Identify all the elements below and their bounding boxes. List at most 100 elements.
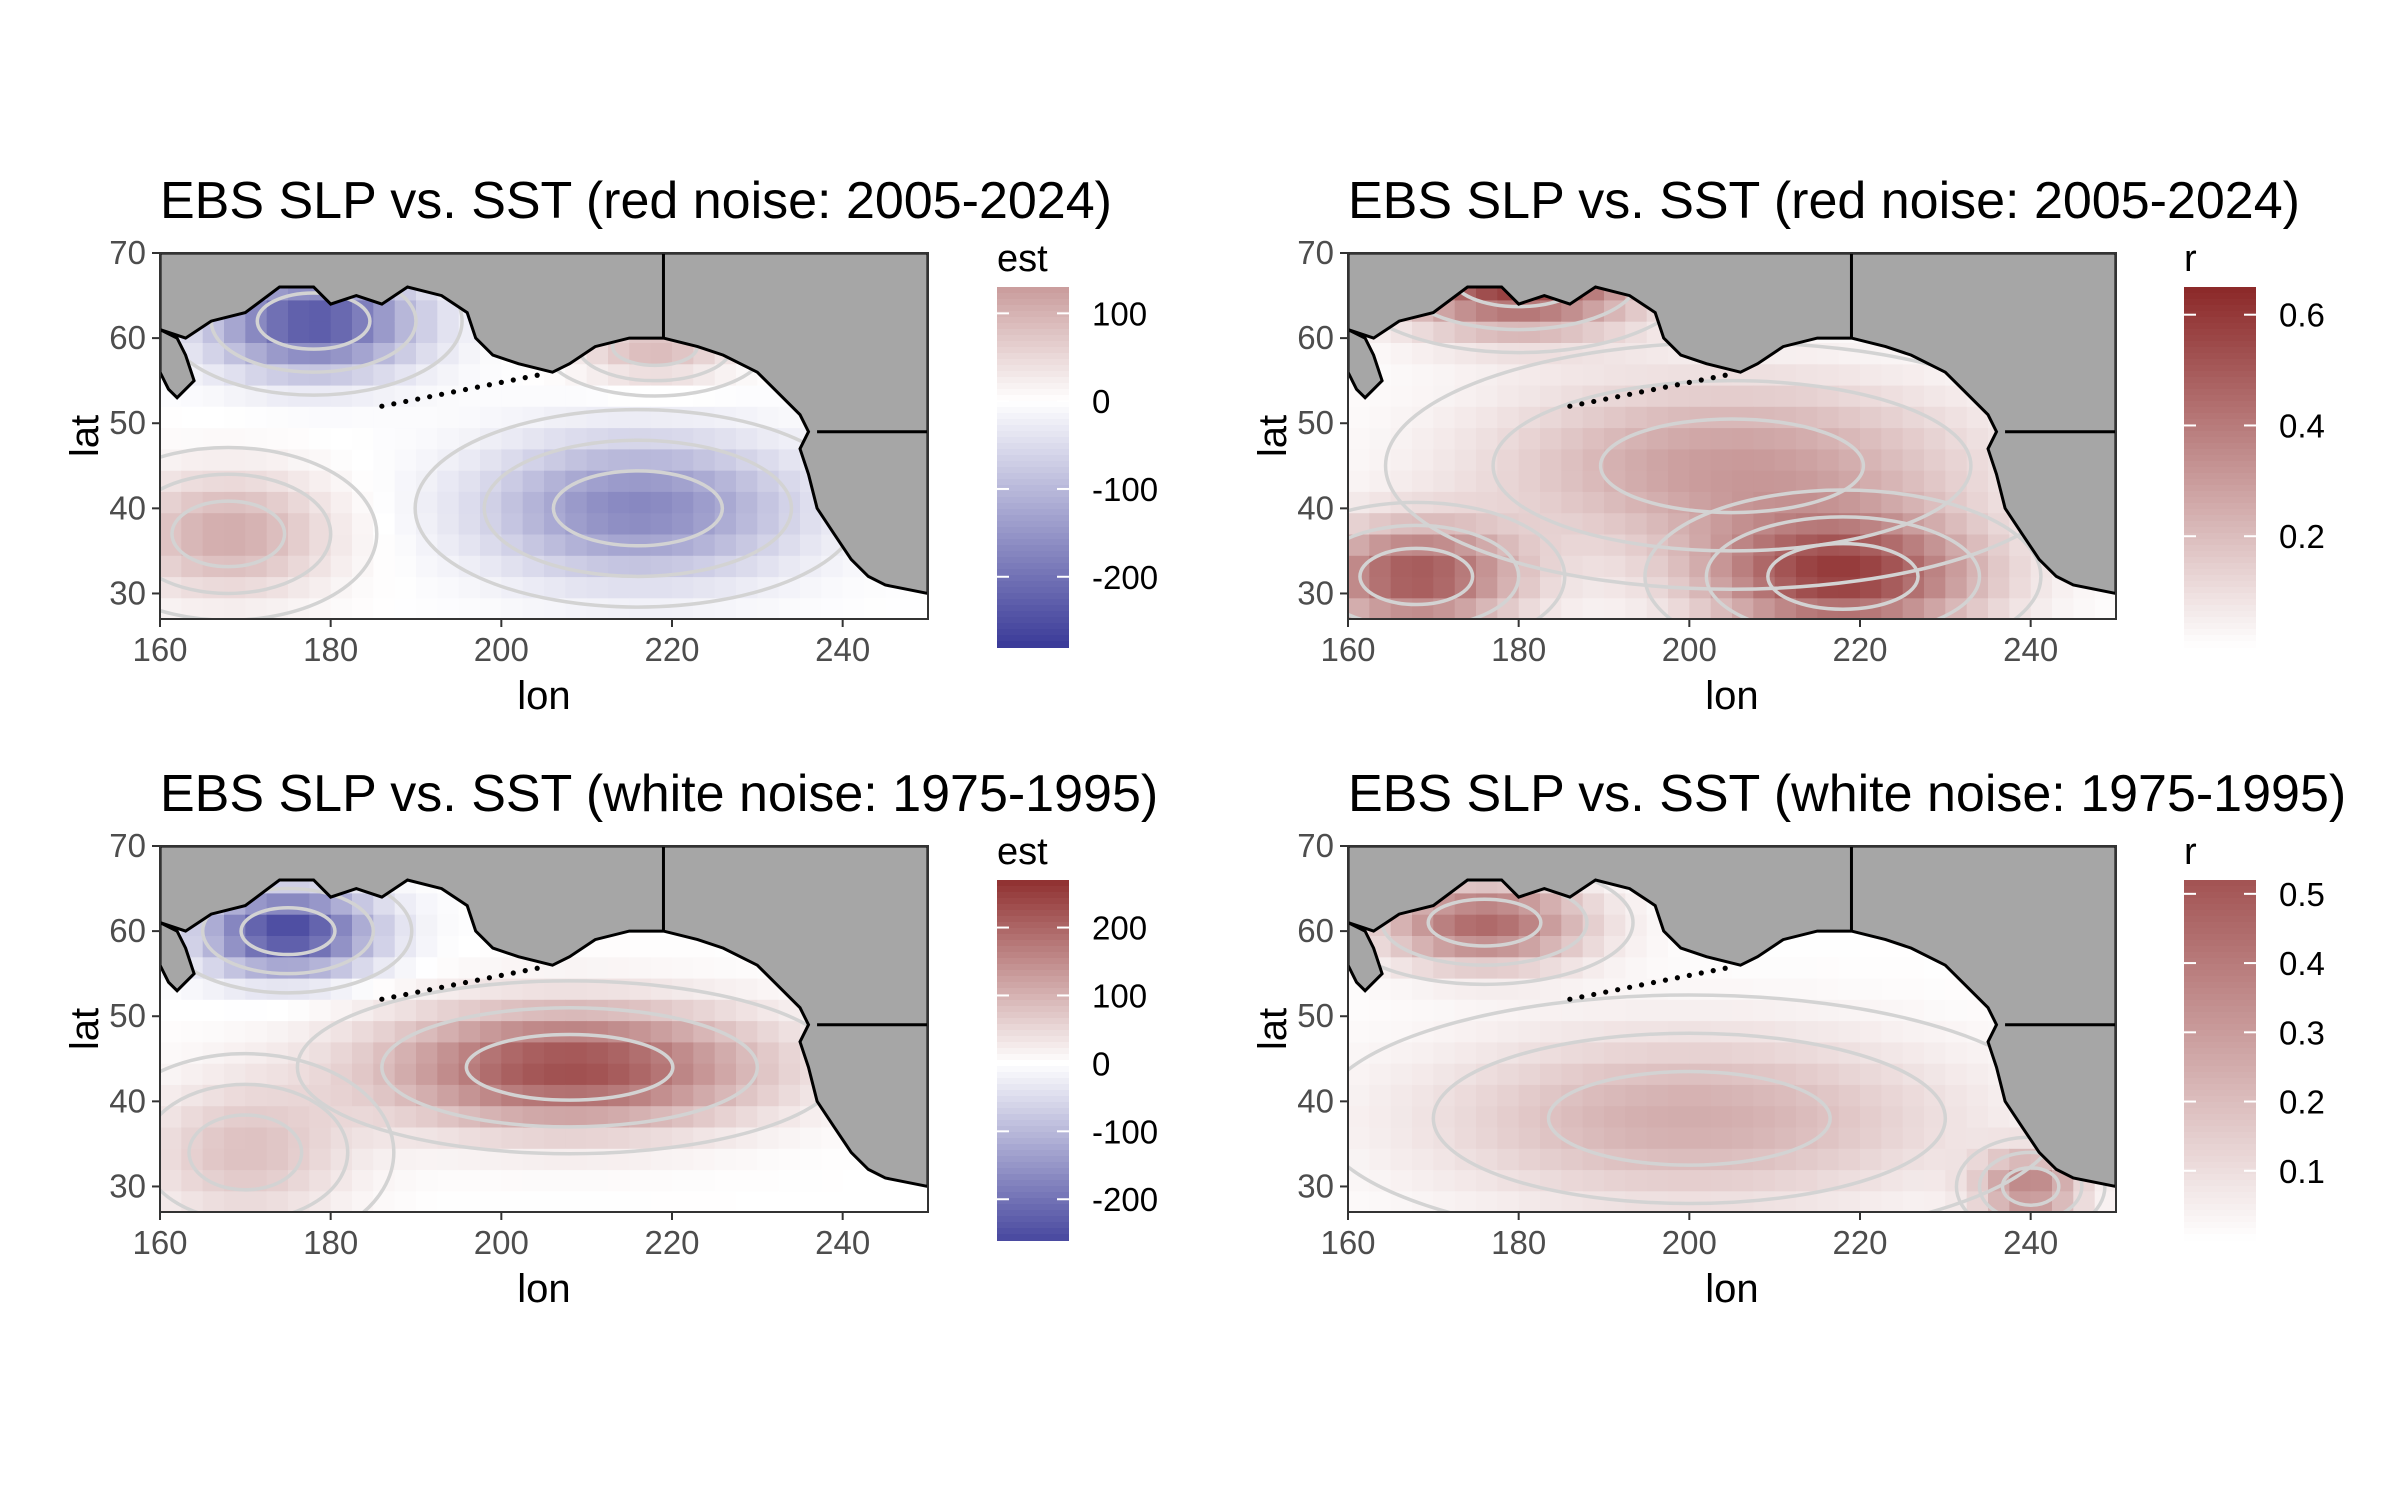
heatmap-cell [629, 363, 652, 386]
heatmap-cell [1390, 1190, 1413, 1212]
legend-color-step [2184, 359, 2256, 366]
heatmap-cell [1518, 1126, 1541, 1149]
heatmap-cell [1476, 1126, 1498, 1149]
heatmap-cell [1518, 470, 1541, 492]
heatmap-cell [1689, 427, 1712, 450]
heatmap-cell [1774, 1126, 1797, 1149]
heatmap-cell [778, 470, 801, 492]
heatmap-cell [778, 448, 801, 471]
heatmap-cell [586, 1084, 609, 1107]
heatmap-cell [480, 1148, 502, 1171]
heatmap-cell [394, 1190, 417, 1212]
heatmap-cell [1518, 576, 1541, 599]
heatmap-cell [800, 1190, 822, 1212]
heatmap-cell [1390, 555, 1413, 578]
heatmap-cell [1796, 1041, 1818, 1064]
heatmap-cell [181, 448, 204, 471]
heatmap-cell [288, 892, 310, 915]
heatmap-cell [1497, 384, 1520, 407]
legend-color-step [997, 335, 1069, 342]
heatmap-cell [330, 1041, 353, 1064]
heatmap-cell [1924, 1041, 1946, 1064]
legend-label: 0.4 [2279, 407, 2325, 444]
heatmap-cell [1412, 384, 1434, 407]
y-tick-label: 50 [109, 404, 146, 441]
heatmap-cell [1390, 977, 1413, 1000]
heatmap-cell [1582, 1126, 1605, 1149]
heatmap-cell [416, 406, 438, 429]
y-tick-label: 50 [1297, 997, 1334, 1034]
heatmap-cell [1412, 1148, 1434, 1171]
heatmap-cell [394, 1105, 417, 1128]
legend-color-step [2184, 335, 2256, 342]
heatmap-cell [522, 533, 545, 556]
heatmap-cell [1924, 1148, 1946, 1171]
heatmap-cell [1412, 999, 1434, 1022]
legend-color-step [2184, 1234, 2256, 1241]
contour-line [1358, 546, 1475, 607]
heatmap-cell [437, 470, 460, 492]
legend-color-step [2184, 377, 2256, 384]
y-tick-label: 30 [109, 574, 146, 611]
legend-color-step [997, 599, 1069, 606]
heatmap-cell [458, 1126, 481, 1149]
heatmap-cell [1497, 406, 1520, 429]
heatmap-cell [650, 491, 673, 514]
legend-color-step [997, 916, 1069, 923]
heatmap-cell [1838, 491, 1861, 514]
heatmap-cell [1390, 576, 1413, 599]
heatmap-cell [352, 956, 374, 979]
heatmap-cell [1881, 1041, 1904, 1064]
heatmap-cell [1774, 1105, 1797, 1128]
heatmap-cell [309, 914, 332, 936]
legend-color-step [997, 1204, 1069, 1211]
legend-color-step [997, 383, 1069, 390]
heatmap-cell [1369, 977, 1392, 1000]
heatmap-cell [1817, 1169, 1840, 1192]
contour-line [1766, 541, 1920, 611]
island-dot [450, 389, 457, 395]
legend-color-step [2184, 1024, 2256, 1031]
legend-color-step [2184, 976, 2256, 983]
heatmap-cell [1582, 935, 1605, 958]
heatmap-cell [821, 1190, 844, 1212]
heatmap-cell [1881, 470, 1904, 492]
heatmap-cell [309, 427, 332, 450]
heatmap-cell [202, 956, 225, 979]
heatmap-cell [1774, 384, 1797, 407]
heatmap-cell [1817, 956, 1840, 979]
heatmap-cell [309, 470, 332, 492]
x-axis-title: lon [1705, 674, 1758, 718]
heatmap-cell [1476, 977, 1498, 1000]
heatmap-cell [714, 1169, 737, 1192]
heatmap-cell [266, 1063, 289, 1085]
heatmap-cell [693, 1084, 716, 1107]
heatmap-cell [416, 576, 438, 599]
heatmap-cell [1604, 956, 1626, 979]
heatmap-cell [266, 1020, 289, 1043]
heatmap-cell [224, 406, 246, 429]
heatmap-cell [608, 1105, 630, 1128]
legend-color-step [2184, 880, 2256, 887]
legend-color-step [997, 1132, 1069, 1139]
legend-color-step [997, 371, 1069, 378]
heatmap-cell [629, 956, 652, 979]
legend-color-step [997, 1012, 1069, 1019]
heatmap-cell [650, 427, 673, 450]
heatmap-cell [373, 597, 396, 619]
y-tick-label: 60 [1297, 319, 1334, 356]
heatmap-cell [1732, 1041, 1754, 1064]
heatmap-cell [1817, 977, 1840, 1000]
heatmap-cell [1348, 448, 1370, 471]
legend-color-step [997, 940, 1069, 947]
heatmap-cell [1774, 999, 1797, 1022]
island-dot [1591, 398, 1597, 405]
heatmap-cell [266, 892, 289, 915]
heatmap-cell [1860, 555, 1882, 578]
x-tick-label: 220 [1832, 631, 1887, 668]
heatmap-cell [1412, 363, 1434, 386]
heatmap-cell [352, 448, 374, 471]
heatmap-cell [1689, 1084, 1712, 1107]
heatmap-cell [1860, 491, 1882, 514]
heatmap-cell [1454, 977, 1477, 1000]
